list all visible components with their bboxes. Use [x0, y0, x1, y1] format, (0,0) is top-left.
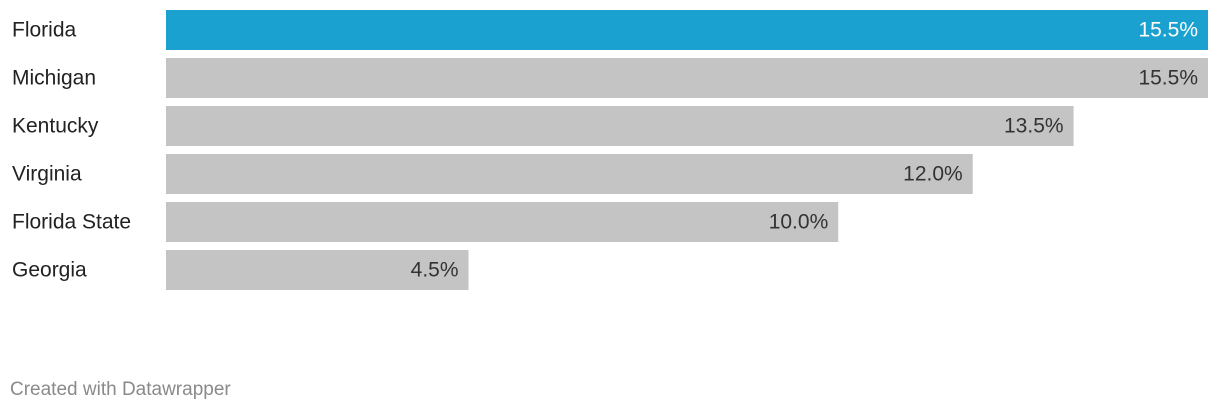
value-label: 12.0% [903, 163, 963, 186]
category-label: Kentucky [12, 115, 99, 138]
value-label: 13.5% [1004, 115, 1064, 138]
bar [166, 58, 1208, 98]
value-label: 10.0% [769, 211, 829, 234]
value-label: 4.5% [411, 259, 459, 282]
bar [166, 250, 469, 290]
bar [166, 10, 1208, 50]
value-label: 15.5% [1138, 67, 1198, 90]
category-label: Florida [12, 19, 77, 42]
bar [166, 202, 839, 242]
category-label: Georgia [12, 259, 87, 282]
category-label: Florida State [12, 211, 131, 234]
bar [166, 154, 973, 194]
value-label: 15.5% [1138, 19, 1198, 42]
category-label: Virginia [12, 163, 82, 186]
bar [166, 106, 1074, 146]
credit: Created with Datawrapper [10, 379, 231, 400]
category-label: Michigan [12, 67, 96, 90]
